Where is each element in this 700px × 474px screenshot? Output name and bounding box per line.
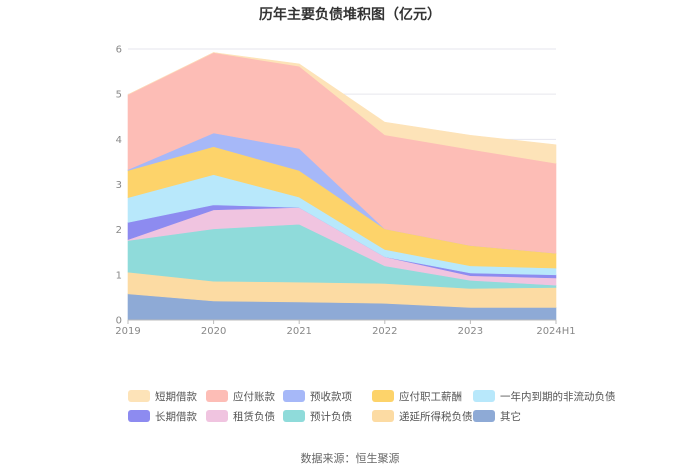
legend-swatch [283, 390, 305, 402]
legend-label: 预收款项 [310, 390, 352, 403]
y-tick-label: 5 [116, 90, 122, 101]
axes: 0 1 2 3 4 5 6 2019 2020 2021 2022 2023 2024H1 [115, 45, 575, 338]
legend-label: 应付职工薪酬 [399, 390, 462, 403]
x-tick-label: 2021 [286, 326, 311, 337]
legend-label: 预计负债 [310, 410, 352, 423]
legend-swatch [473, 410, 495, 422]
legend-swatch [128, 410, 150, 422]
y-tick-label: 6 [116, 45, 122, 56]
x-tick-label: 2023 [458, 326, 483, 337]
legend-swatch [283, 410, 305, 422]
legend-item[interactable]: 预计负债 [283, 409, 352, 423]
y-tick-label: 1 [116, 270, 122, 281]
y-tick-label: 3 [116, 180, 122, 191]
legend-item[interactable]: 应付账款 [206, 389, 275, 403]
legend-label: 租赁负债 [233, 410, 275, 423]
legend-item[interactable]: 租赁负债 [206, 409, 275, 423]
x-tick-label: 2020 [201, 326, 226, 337]
legend-item[interactable]: 应付职工薪酬 [372, 389, 462, 403]
y-tick-label: 2 [116, 225, 122, 236]
legend-item[interactable]: 一年内到期的非流动负债 [473, 389, 616, 403]
legend-item[interactable]: 短期借款 [128, 389, 197, 403]
legend-swatch [372, 410, 394, 422]
legend-item[interactable]: 预收款项 [283, 389, 352, 403]
legend-label: 一年内到期的非流动负债 [500, 390, 616, 403]
legend-item[interactable]: 递延所得税负债 [372, 409, 473, 423]
y-tick-label: 0 [116, 316, 122, 327]
x-tick-label: 2024H1 [536, 326, 575, 337]
legend-label: 应付账款 [233, 390, 275, 403]
legend-label: 短期借款 [155, 390, 197, 403]
legend-item[interactable]: 其它 [473, 409, 521, 423]
data-source-footer: 数据来源：恒生聚源 [300, 452, 400, 465]
area-series-9[interactable] [127, 52, 557, 164]
legend-swatch [372, 390, 394, 402]
chart-title: 历年主要负债堆积图（亿元） [259, 7, 441, 23]
legend-label: 其它 [500, 410, 521, 423]
x-tick-label: 2019 [115, 326, 140, 337]
y-tick-label: 4 [116, 135, 122, 146]
legend-label: 递延所得税负债 [399, 410, 473, 423]
legend-item[interactable]: 长期借款 [128, 409, 197, 423]
legend-swatch [206, 410, 228, 422]
area-series-layer [127, 52, 557, 321]
legend-label: 长期借款 [155, 410, 197, 423]
x-tick-label: 2022 [372, 326, 397, 337]
legend-swatch [473, 390, 495, 402]
legend-swatch [128, 390, 150, 402]
legend-swatch [206, 390, 228, 402]
